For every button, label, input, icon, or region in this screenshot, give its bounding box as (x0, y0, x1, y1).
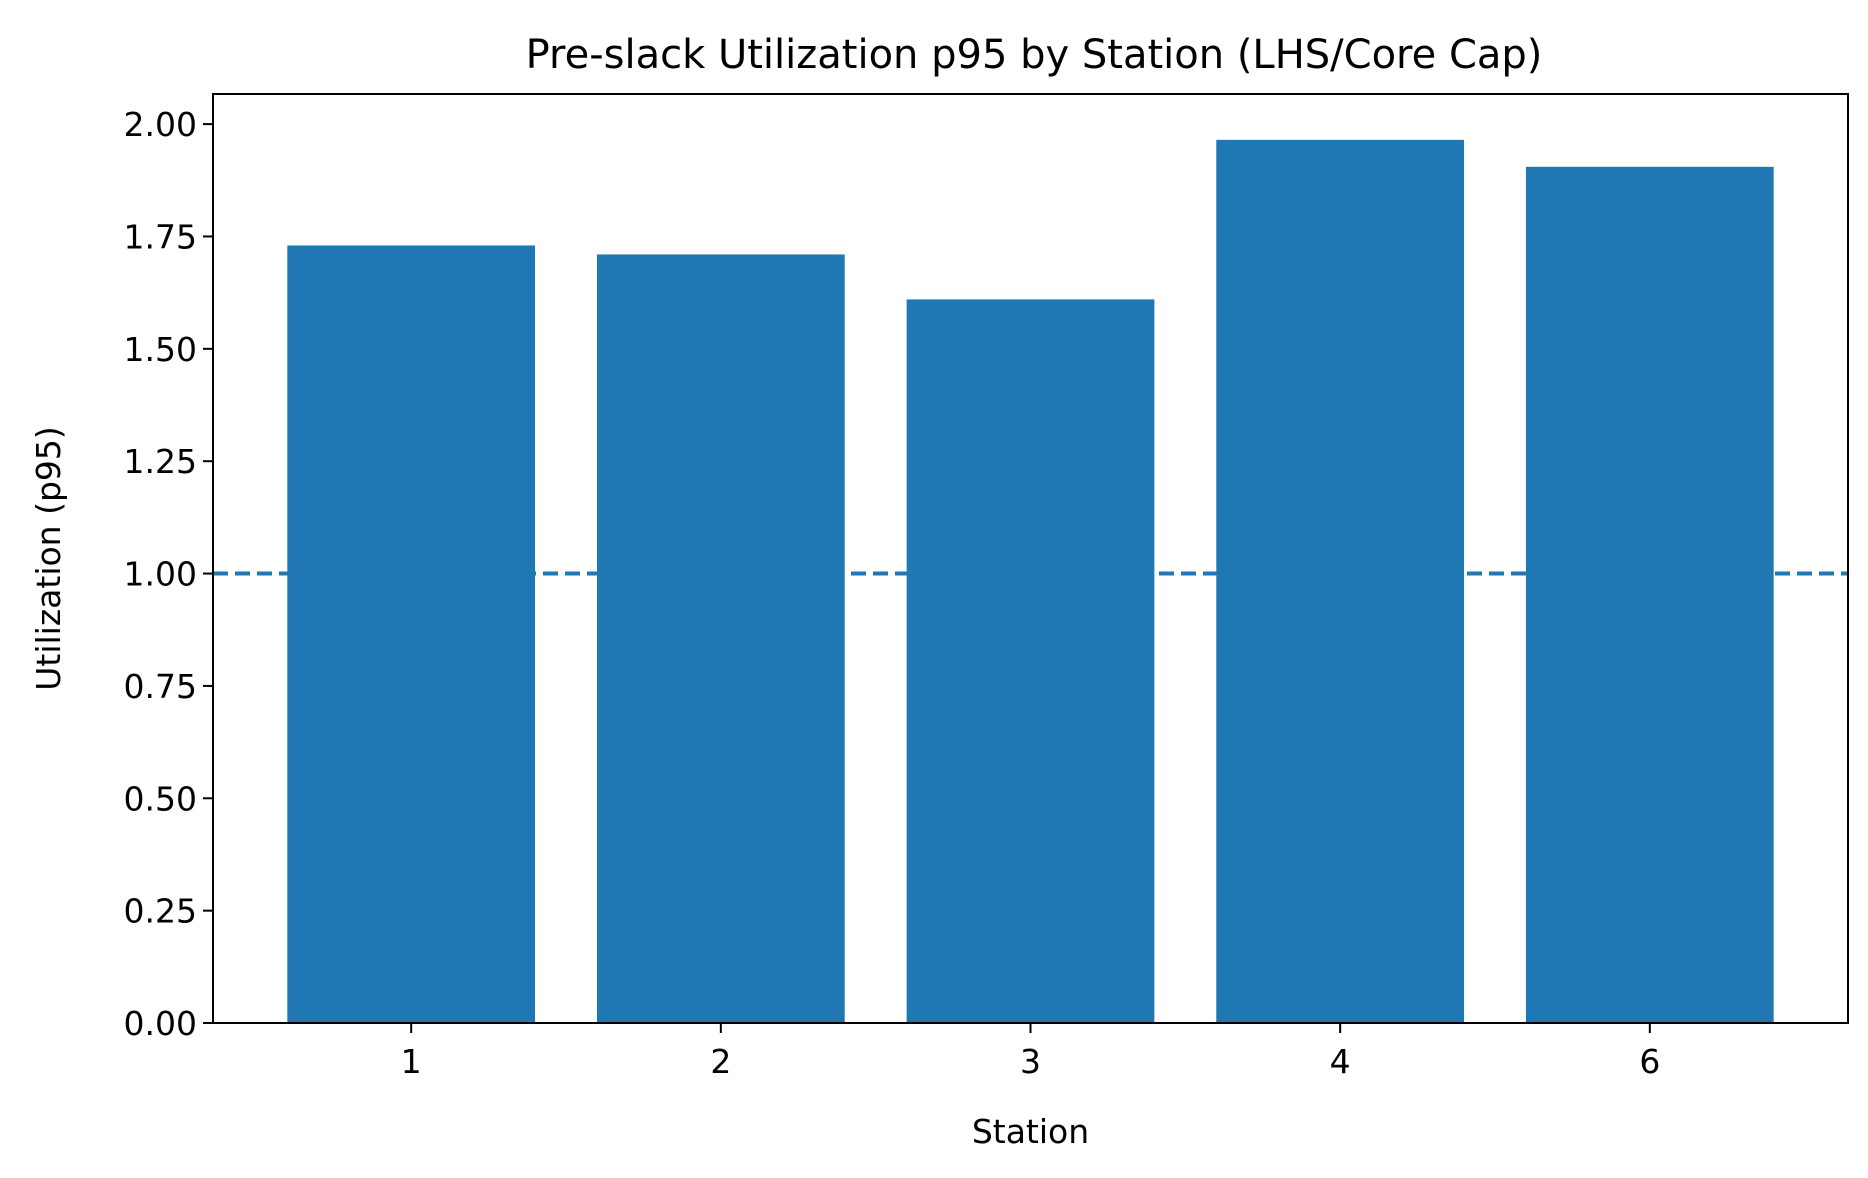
y-tick-label: 1.75 (124, 217, 197, 256)
bar-station-4 (1216, 139, 1465, 1024)
y-tick-label: 0.75 (124, 667, 197, 706)
y-tick-label: 1.50 (124, 330, 197, 369)
x-tick-label: 4 (1330, 1042, 1351, 1081)
y-axis-ticks: 0.00 0.25 0.50 0.75 1.00 1.25 1.50 1.75 2.00 (124, 105, 213, 1043)
x-axis-ticks: 1 2 3 4 6 (401, 1023, 1660, 1081)
bar-station-2 (596, 254, 845, 1023)
x-tick-label: 1 (401, 1042, 422, 1081)
bar-station-6 (1525, 166, 1774, 1023)
y-axis-label: Utilization (p95) (29, 426, 68, 691)
y-tick-label: 0.50 (124, 779, 197, 818)
chart-title: Pre-slack Utilization p95 by Station (LH… (526, 32, 1543, 78)
y-tick-label: 2.00 (124, 105, 197, 144)
bar-station-3 (906, 299, 1155, 1023)
x-axis-label: Station (972, 1112, 1089, 1151)
bars-layer (287, 139, 1774, 1024)
y-tick-label: 1.00 (124, 555, 197, 594)
x-tick-label: 2 (710, 1042, 731, 1081)
y-tick-label: 0.00 (124, 1004, 197, 1043)
y-tick-label: 1.25 (124, 442, 197, 481)
bar-station-1 (287, 245, 536, 1023)
x-tick-label: 3 (1020, 1042, 1041, 1081)
y-tick-label: 0.25 (124, 892, 197, 931)
x-tick-label: 6 (1639, 1042, 1660, 1081)
